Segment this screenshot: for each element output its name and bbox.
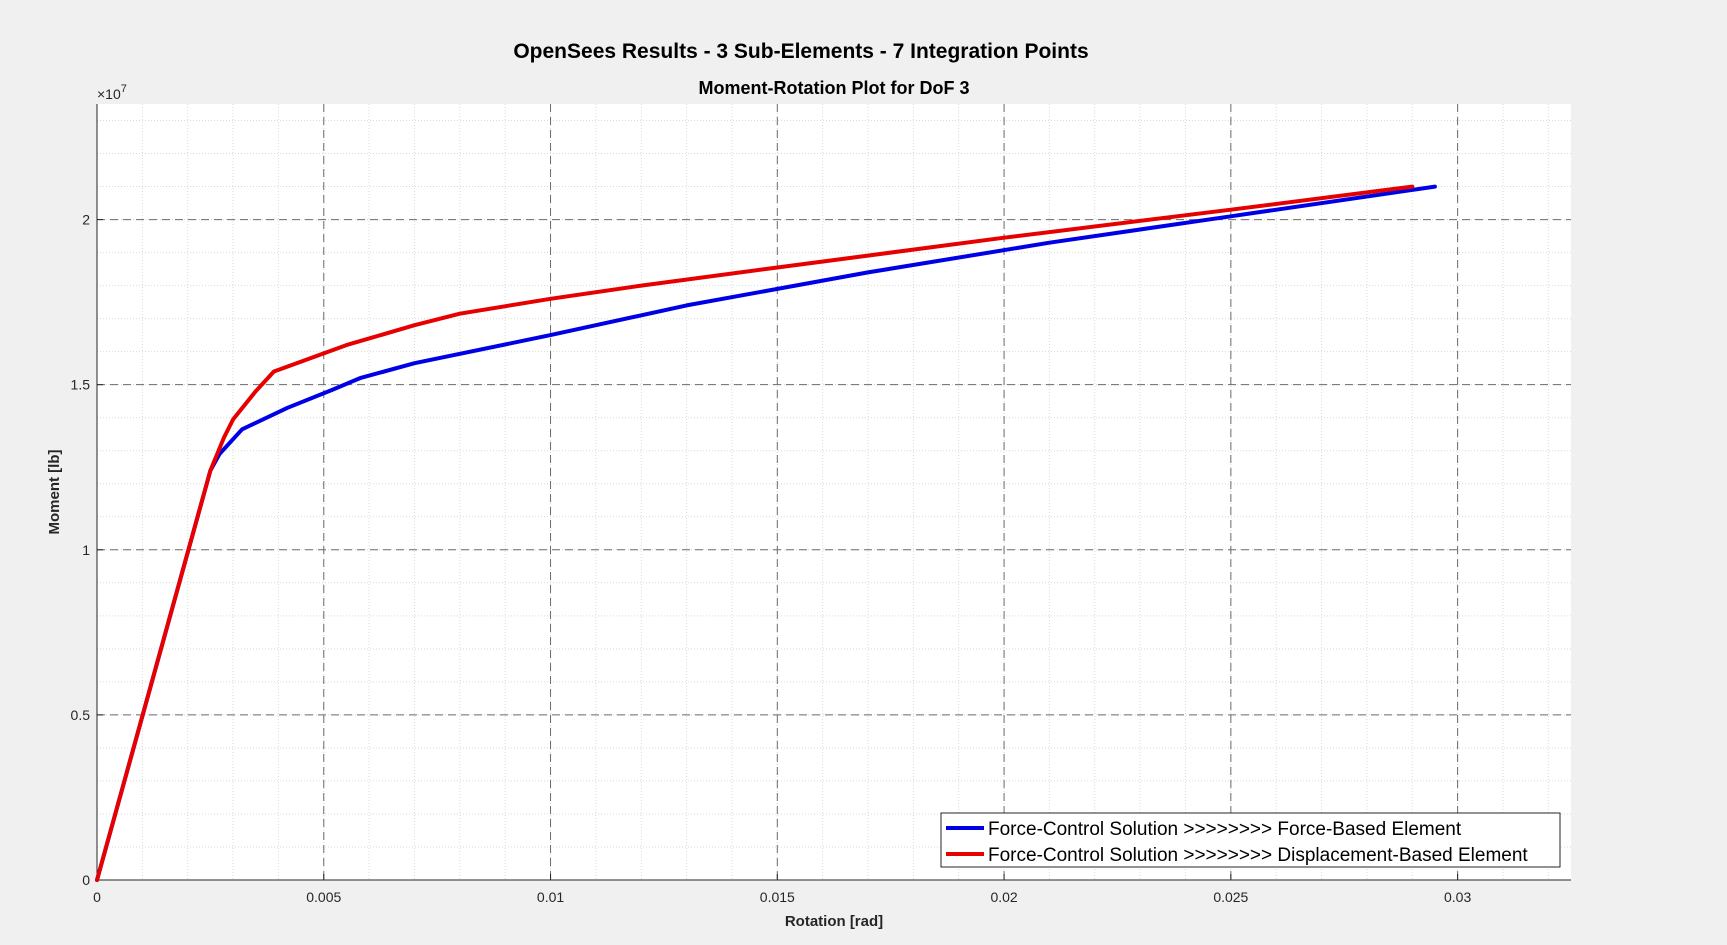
y-exponent-label: ×107 [97,83,127,102]
x-tick-label: 0.01 [537,889,564,905]
y-tick-label: 1.5 [71,377,91,393]
x-tick-label: 0.005 [306,889,341,905]
y-exponent-base: ×10 [97,86,121,102]
legend-box [940,812,1561,868]
y-tick-label: 2 [82,212,90,228]
minor-grid [97,104,1571,880]
chart-title: OpenSees Results - 3 Sub-Elements - 7 In… [513,40,1088,63]
series-line-displacement-based [95,184,1415,882]
axes [96,104,1571,881]
major-grid [97,104,1571,880]
y-axis-label: Moment [lb] [46,450,63,535]
x-tick-label: 0.025 [1213,889,1248,905]
plot-area [97,104,1571,880]
legend-entry-displacement-based: Force-Control Solution >>>>>>>> Displace… [988,845,1528,866]
y-tick-labels: 0 0.5 1 1.5 2 [71,212,103,888]
x-tick-labels: 0 0.005 0.01 0.015 0.02 0.025 0.03 [93,874,1471,905]
y-exponent-power: 7 [121,83,127,95]
x-tick-label: 0.03 [1444,889,1471,905]
series-layer [95,184,1437,882]
legend: Force-Control Solution >>>>>>>> Force-Ba… [940,812,1561,868]
x-tick-label: 0.02 [990,889,1017,905]
x-axis-label: Rotation [rad] [785,913,883,930]
y-tick-label: 0 [82,872,90,888]
y-tick-label: 0.5 [71,707,91,723]
x-tick-label: 0 [93,889,101,905]
chart-subtitle: Moment-Rotation Plot for DoF 3 [699,78,970,98]
y-tick-label: 1 [82,542,90,558]
x-tick-label: 0.015 [760,889,795,905]
legend-entry-force-based: Force-Control Solution >>>>>>>> Force-Ba… [988,819,1462,840]
series-line-force-based [95,184,1437,882]
